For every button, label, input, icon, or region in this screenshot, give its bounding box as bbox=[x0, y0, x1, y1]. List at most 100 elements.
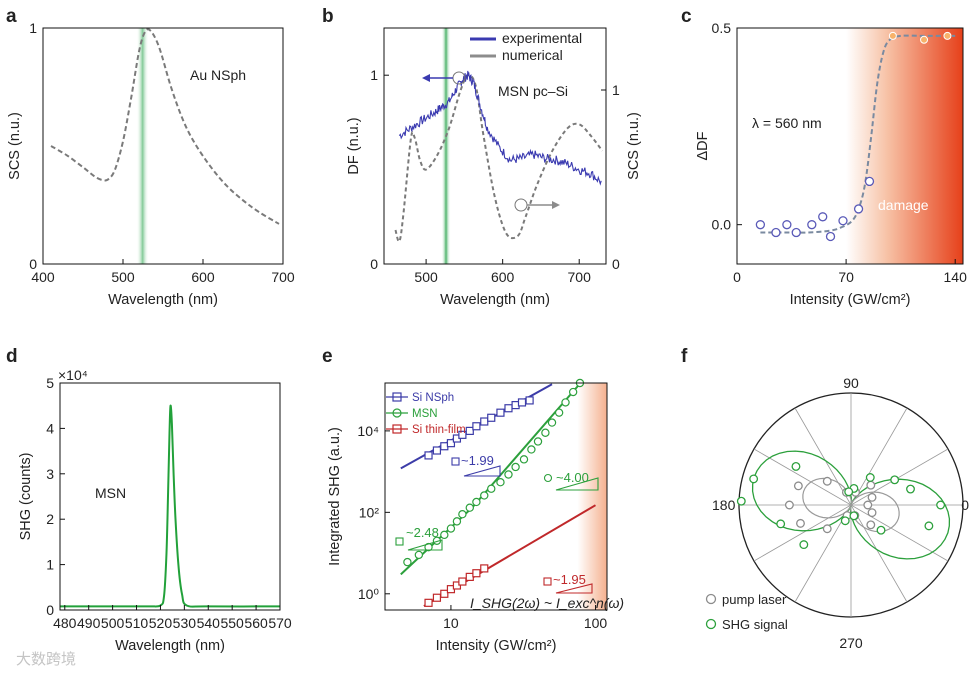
pc-ytick-label: 0.0 bbox=[712, 217, 732, 233]
panel-e-point bbox=[440, 589, 449, 598]
panel-e-point bbox=[496, 408, 505, 417]
panel-d-frame bbox=[59, 382, 281, 611]
panel-f-point bbox=[736, 496, 746, 506]
panel-e-point bbox=[472, 569, 481, 578]
panel-d-x-ticks: 480 490 500 510 520 530 540 550 560 570 bbox=[53, 605, 292, 631]
panel-f-point bbox=[796, 518, 805, 528]
pb-xtick-label: 600 bbox=[491, 269, 515, 285]
panel-c-chart: 0 70 140 0.0 0.5 Intensity (GW/cm²) ΔDF λ =… bbox=[695, 20, 967, 308]
panel-c-point bbox=[755, 220, 766, 230]
panel-e-point bbox=[480, 417, 489, 426]
panel-e-legend-si-thin-film: Si thin-film bbox=[412, 424, 466, 436]
panel-f-point bbox=[840, 516, 850, 526]
panel-a-frame bbox=[42, 27, 284, 265]
panel-f-point bbox=[749, 474, 759, 484]
pd-xtick-label: 550 bbox=[220, 615, 244, 631]
panel-b-arrow-right-head bbox=[552, 201, 560, 209]
panel-e-point bbox=[525, 396, 534, 405]
panel-f-legend-pump: pump laser bbox=[722, 592, 787, 607]
pa-xtick-label: 700 bbox=[271, 269, 295, 285]
panel-e-point bbox=[533, 437, 543, 446]
panel-e-slope-label-msn-high: ~4.00 bbox=[556, 470, 589, 485]
panel-e-point bbox=[561, 398, 570, 407]
panel-c-point bbox=[782, 220, 792, 230]
pc-xtick-label: 70 bbox=[838, 269, 854, 285]
panel-f-point bbox=[936, 500, 946, 510]
panel-f-fit-lobes bbox=[751, 450, 951, 560]
panel-f-legend-marker-pump bbox=[705, 593, 717, 605]
panel-c-point bbox=[864, 176, 875, 187]
pe-ytick-label: 10⁴ bbox=[357, 423, 379, 439]
panel-d-multiplier: ×10⁴ bbox=[58, 367, 88, 383]
panel-f-lobe bbox=[802, 477, 900, 533]
panel-e-point bbox=[487, 413, 496, 422]
panel-label-c: c bbox=[681, 6, 692, 27]
panel-f-point bbox=[793, 481, 803, 491]
panel-f-legend-marker-shg bbox=[705, 618, 717, 630]
panel-e-legend-si-nsph: Si NSph bbox=[412, 392, 454, 404]
panel-a-highlight-band bbox=[136, 28, 149, 264]
pd-xtick-label: 570 bbox=[268, 615, 292, 631]
panel-f-point bbox=[924, 521, 934, 531]
panel-b-xlabel: Wavelength (nm) bbox=[440, 292, 550, 308]
panel-f-lobe bbox=[751, 450, 951, 560]
panel-b-marker-num bbox=[514, 198, 528, 212]
panel-e-point bbox=[414, 550, 424, 560]
panel-b-chart: 500 600 700 01 01 Wavelength (nm) DF (n.u.… bbox=[346, 27, 642, 308]
panel-f-angle-90: 90 bbox=[843, 375, 859, 391]
panel-d-xlabel: Wavelength (nm) bbox=[115, 638, 225, 654]
panel-e-point bbox=[458, 510, 467, 519]
panel-e-x-ticks: 10 100 bbox=[443, 605, 607, 631]
panel-c-point bbox=[825, 231, 836, 242]
panel-e-point bbox=[440, 530, 449, 540]
panel-d-chart: 480 490 500 510 520 530 540 550 560 570 0 1 2 3 4 5 Wa… bbox=[18, 367, 292, 654]
panel-e-slope-msn-high: ~4.00 bbox=[543, 470, 599, 491]
pd-xtick-label: 490 bbox=[77, 615, 101, 631]
pd-ytick-label: 2 bbox=[46, 511, 54, 527]
pd-xtick-label: 530 bbox=[173, 615, 197, 631]
pd-ytick-label: 5 bbox=[46, 375, 54, 391]
panel-f-point bbox=[876, 525, 886, 535]
panel-f-polar-grid bbox=[738, 392, 964, 618]
panel-f-point bbox=[849, 511, 859, 521]
panel-f-point bbox=[776, 519, 786, 529]
panel-f-point bbox=[784, 500, 794, 510]
panel-b-arrow-left-head bbox=[422, 74, 430, 82]
panel-c-damage-region bbox=[846, 28, 963, 264]
panel-e-point bbox=[487, 484, 496, 493]
pd-xtick-label: 510 bbox=[125, 615, 149, 631]
panel-e-point bbox=[554, 408, 564, 417]
panel-b-highlight-band bbox=[441, 28, 451, 264]
pd-ytick-label: 3 bbox=[46, 466, 54, 482]
panel-e-point bbox=[458, 577, 467, 586]
pa-xtick-label: 400 bbox=[31, 269, 55, 285]
panel-e-point bbox=[541, 428, 550, 437]
panel-b-y-ticks: 01 bbox=[370, 67, 389, 272]
pb-xtick-label: 700 bbox=[568, 269, 592, 285]
panel-f-point bbox=[791, 462, 801, 471]
pc-xtick-label: 0 bbox=[733, 269, 741, 285]
panel-c-damage-label: damage bbox=[878, 197, 929, 213]
panel-e-point bbox=[504, 404, 513, 413]
panel-a-ylabel: SCS (n.u.) bbox=[7, 112, 23, 180]
panel-e-ylabel: Integrated SHG (a.u.) bbox=[327, 427, 343, 566]
panel-c-point bbox=[838, 216, 848, 226]
panel-c-point bbox=[807, 220, 817, 230]
panel-f-point bbox=[866, 520, 876, 530]
pc-ytick-label: 0.5 bbox=[712, 20, 732, 36]
panel-e-legend-msn: MSN bbox=[412, 408, 438, 420]
panel-e-point bbox=[472, 497, 481, 507]
pb-yrtick-label: 0 bbox=[612, 256, 620, 272]
panel-e-slope-si-thin-film: ~1.95 bbox=[543, 572, 593, 594]
panel-f-polar-chart: 90 180 270 0 pump laser SHG signal bbox=[705, 375, 969, 651]
panel-c-ylabel: ΔDF bbox=[695, 131, 711, 160]
pd-xtick-label: 500 bbox=[101, 615, 125, 631]
panel-e-points bbox=[403, 378, 585, 607]
panel-e-point bbox=[480, 491, 489, 500]
panel-a-scs-curve bbox=[50, 28, 280, 225]
panel-e-point bbox=[547, 418, 557, 427]
panel-d-annotation: MSN bbox=[95, 485, 126, 501]
panel-f-point bbox=[863, 500, 873, 510]
watermark-text: 大数跨境 bbox=[16, 650, 76, 668]
pd-xtick-label: 540 bbox=[197, 615, 221, 631]
